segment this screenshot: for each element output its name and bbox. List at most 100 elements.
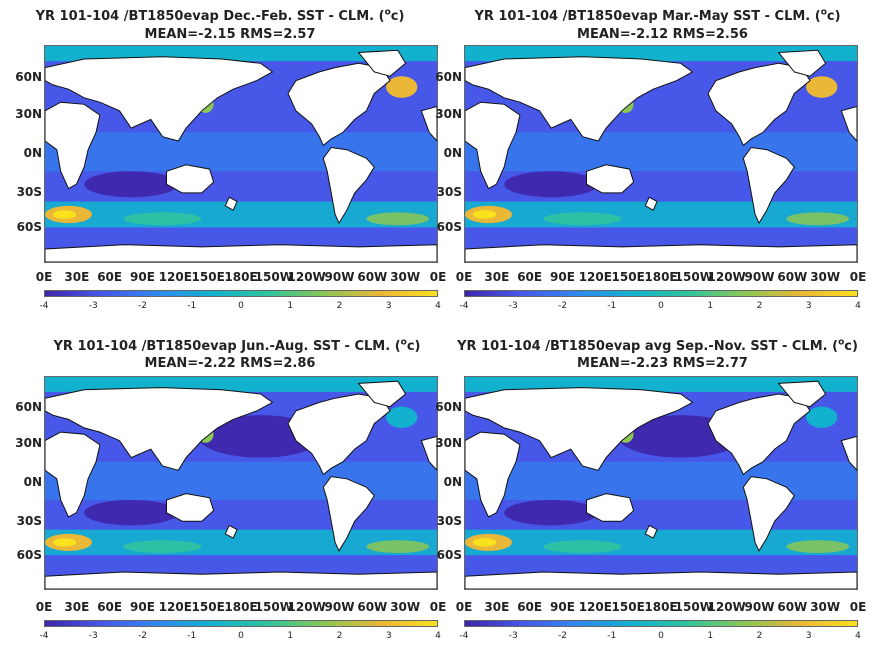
landmass-africaEast bbox=[840, 105, 857, 142]
lon-tick-label: 60E bbox=[517, 600, 543, 614]
lat-tick-label: 60S bbox=[16, 220, 42, 235]
colorbar-tick-label: -1 bbox=[607, 301, 617, 311]
colorbar-tick-label: 2 bbox=[756, 631, 763, 641]
lat-tick-label: 60S bbox=[436, 220, 462, 235]
colorbar-tick-label: -1 bbox=[187, 631, 197, 641]
landmass-eurasia bbox=[465, 387, 694, 471]
lon-tick-label: 120E bbox=[158, 270, 192, 284]
lat-tick-label: 60N bbox=[15, 69, 42, 84]
lon-tick-label: 120E bbox=[158, 600, 192, 614]
panel-stats: MEAN=-2.12 RMS=2.56 bbox=[577, 27, 748, 42]
colorbar-tick-label: 2 bbox=[336, 301, 343, 311]
southern-ocean-band bbox=[465, 201, 857, 228]
colorbar bbox=[464, 620, 858, 627]
map-panel-jja: YR 101-104 /BT1850evap Jun.-Aug. SST - C… bbox=[0, 330, 440, 656]
colorbar-tick-label: 3 bbox=[805, 631, 812, 641]
colorbar-tick-label: -3 bbox=[88, 631, 98, 641]
lat-tick-label: 30N bbox=[435, 106, 462, 121]
map-panel-djf: YR 101-104 /BT1850evap Dec.-Feb. SST - C… bbox=[0, 0, 440, 320]
colorbar-tick-label: 0 bbox=[658, 631, 664, 641]
landmass-americasNorth bbox=[707, 393, 811, 476]
lon-tick-label: 150W bbox=[254, 600, 293, 614]
landmass-australia bbox=[586, 164, 635, 194]
lon-tick-label: 90E bbox=[130, 600, 155, 614]
lon-tick-label: 0E bbox=[35, 270, 53, 284]
landmass-australia bbox=[166, 164, 215, 194]
landmass-greenland bbox=[357, 49, 407, 77]
lon-tick-label: 30E bbox=[484, 270, 510, 284]
lon-tick-label: 90W bbox=[324, 600, 355, 614]
landmass-antarctica bbox=[465, 244, 857, 262]
lon-tick-label: 60W bbox=[777, 270, 808, 284]
lon-tick-label: 120E bbox=[578, 600, 612, 614]
lon-tick-label: 180E bbox=[644, 600, 678, 614]
lon-tick-label: 180E bbox=[224, 600, 258, 614]
colorbar-tick-label: 4 bbox=[855, 301, 861, 311]
lat-tick-label: 60N bbox=[435, 69, 462, 84]
landmass-americasSouth bbox=[742, 476, 795, 552]
colorbar bbox=[44, 290, 438, 297]
southern-ocean-band bbox=[45, 201, 437, 228]
panel-title: YR 101-104 /BT1850evap Mar.-May SST - CL… bbox=[474, 7, 841, 24]
colorbar-tick-label: 4 bbox=[435, 631, 441, 641]
panel-stats: MEAN=-2.22 RMS=2.86 bbox=[144, 356, 316, 371]
colorbar-tick-label: 3 bbox=[385, 301, 392, 311]
landmass-eurasia bbox=[465, 56, 694, 142]
lon-tick-label: 150E bbox=[191, 600, 225, 614]
lon-tick-label: 60W bbox=[777, 600, 808, 614]
north-atlantic-anomaly bbox=[386, 76, 418, 98]
landmass-americasNorth bbox=[707, 62, 811, 147]
landmass-africaEast bbox=[840, 435, 857, 472]
lon-tick-label: 90E bbox=[130, 270, 155, 284]
landmass-africa bbox=[45, 101, 101, 190]
landmass-africaEast bbox=[420, 105, 437, 142]
lat-tick-label: 30N bbox=[15, 436, 42, 451]
sst-anomaly-map bbox=[464, 376, 858, 590]
map-canvas bbox=[465, 377, 857, 589]
lon-tick-label: 90W bbox=[744, 600, 775, 614]
lat-tick-label: 60N bbox=[435, 400, 462, 415]
sst-anomaly-map bbox=[44, 376, 438, 590]
lat-tick-label: 60S bbox=[16, 547, 42, 562]
lon-tick-label: 120W bbox=[287, 270, 326, 284]
landmass-africa bbox=[45, 431, 101, 518]
lon-tick-label: 150W bbox=[674, 270, 713, 284]
landmass-australia bbox=[166, 493, 215, 522]
lon-tick-label: 0E bbox=[35, 600, 53, 614]
landmass-antarctica bbox=[465, 571, 857, 589]
lat-tick-label: 30S bbox=[16, 185, 42, 200]
colorbar-tick-label: -2 bbox=[138, 301, 147, 311]
colorbar-tick-label: 4 bbox=[435, 301, 441, 311]
colorbar-tick-label: -4 bbox=[39, 631, 49, 641]
landmass-australia bbox=[586, 493, 635, 522]
landmass-antarctica bbox=[45, 571, 437, 589]
lat-tick-label: 0N bbox=[23, 146, 42, 160]
colorbar-tick-label: -2 bbox=[558, 301, 567, 311]
sst-anomaly-map bbox=[464, 45, 858, 263]
landmass-americasSouth bbox=[742, 146, 795, 225]
colorbar-tick-label: 0 bbox=[238, 631, 244, 641]
panel-title: YR 101-104 /BT1850evap Jun.-Aug. SST - C… bbox=[53, 337, 421, 354]
lon-tick-label: 0E bbox=[429, 600, 447, 614]
colorbar-tick-label: 4 bbox=[855, 631, 861, 641]
colorbar-tick-label: -4 bbox=[459, 631, 469, 641]
lon-tick-label: 30E bbox=[64, 600, 90, 614]
lat-tick-label: 60S bbox=[436, 547, 462, 562]
panel-title: YR 101-104 /BT1850evap Dec.-Feb. SST - C… bbox=[35, 7, 405, 24]
landmass-newzealand bbox=[644, 524, 658, 539]
lon-tick-label: 120W bbox=[287, 600, 326, 614]
landmass-antarctica bbox=[45, 244, 437, 262]
colorbar-tick-label: 1 bbox=[287, 301, 294, 311]
lon-tick-label: 180E bbox=[644, 270, 678, 284]
lon-tick-label: 0E bbox=[455, 270, 473, 284]
colorbar-tick-label: 1 bbox=[707, 631, 714, 641]
sst-anomaly-map bbox=[44, 45, 438, 263]
lon-tick-label: 150E bbox=[611, 270, 645, 284]
lon-tick-label: 60E bbox=[517, 270, 543, 284]
landmass-africa bbox=[465, 431, 521, 518]
colorbar-tick-label: -2 bbox=[558, 631, 567, 641]
panel-title: YR 101-104 /BT1850evap avg Sep.-Nov. SST… bbox=[457, 337, 858, 354]
colorbar-tick-label: -4 bbox=[39, 301, 49, 311]
landmass-africaEast bbox=[420, 435, 437, 472]
lon-tick-label: 30W bbox=[390, 270, 421, 284]
